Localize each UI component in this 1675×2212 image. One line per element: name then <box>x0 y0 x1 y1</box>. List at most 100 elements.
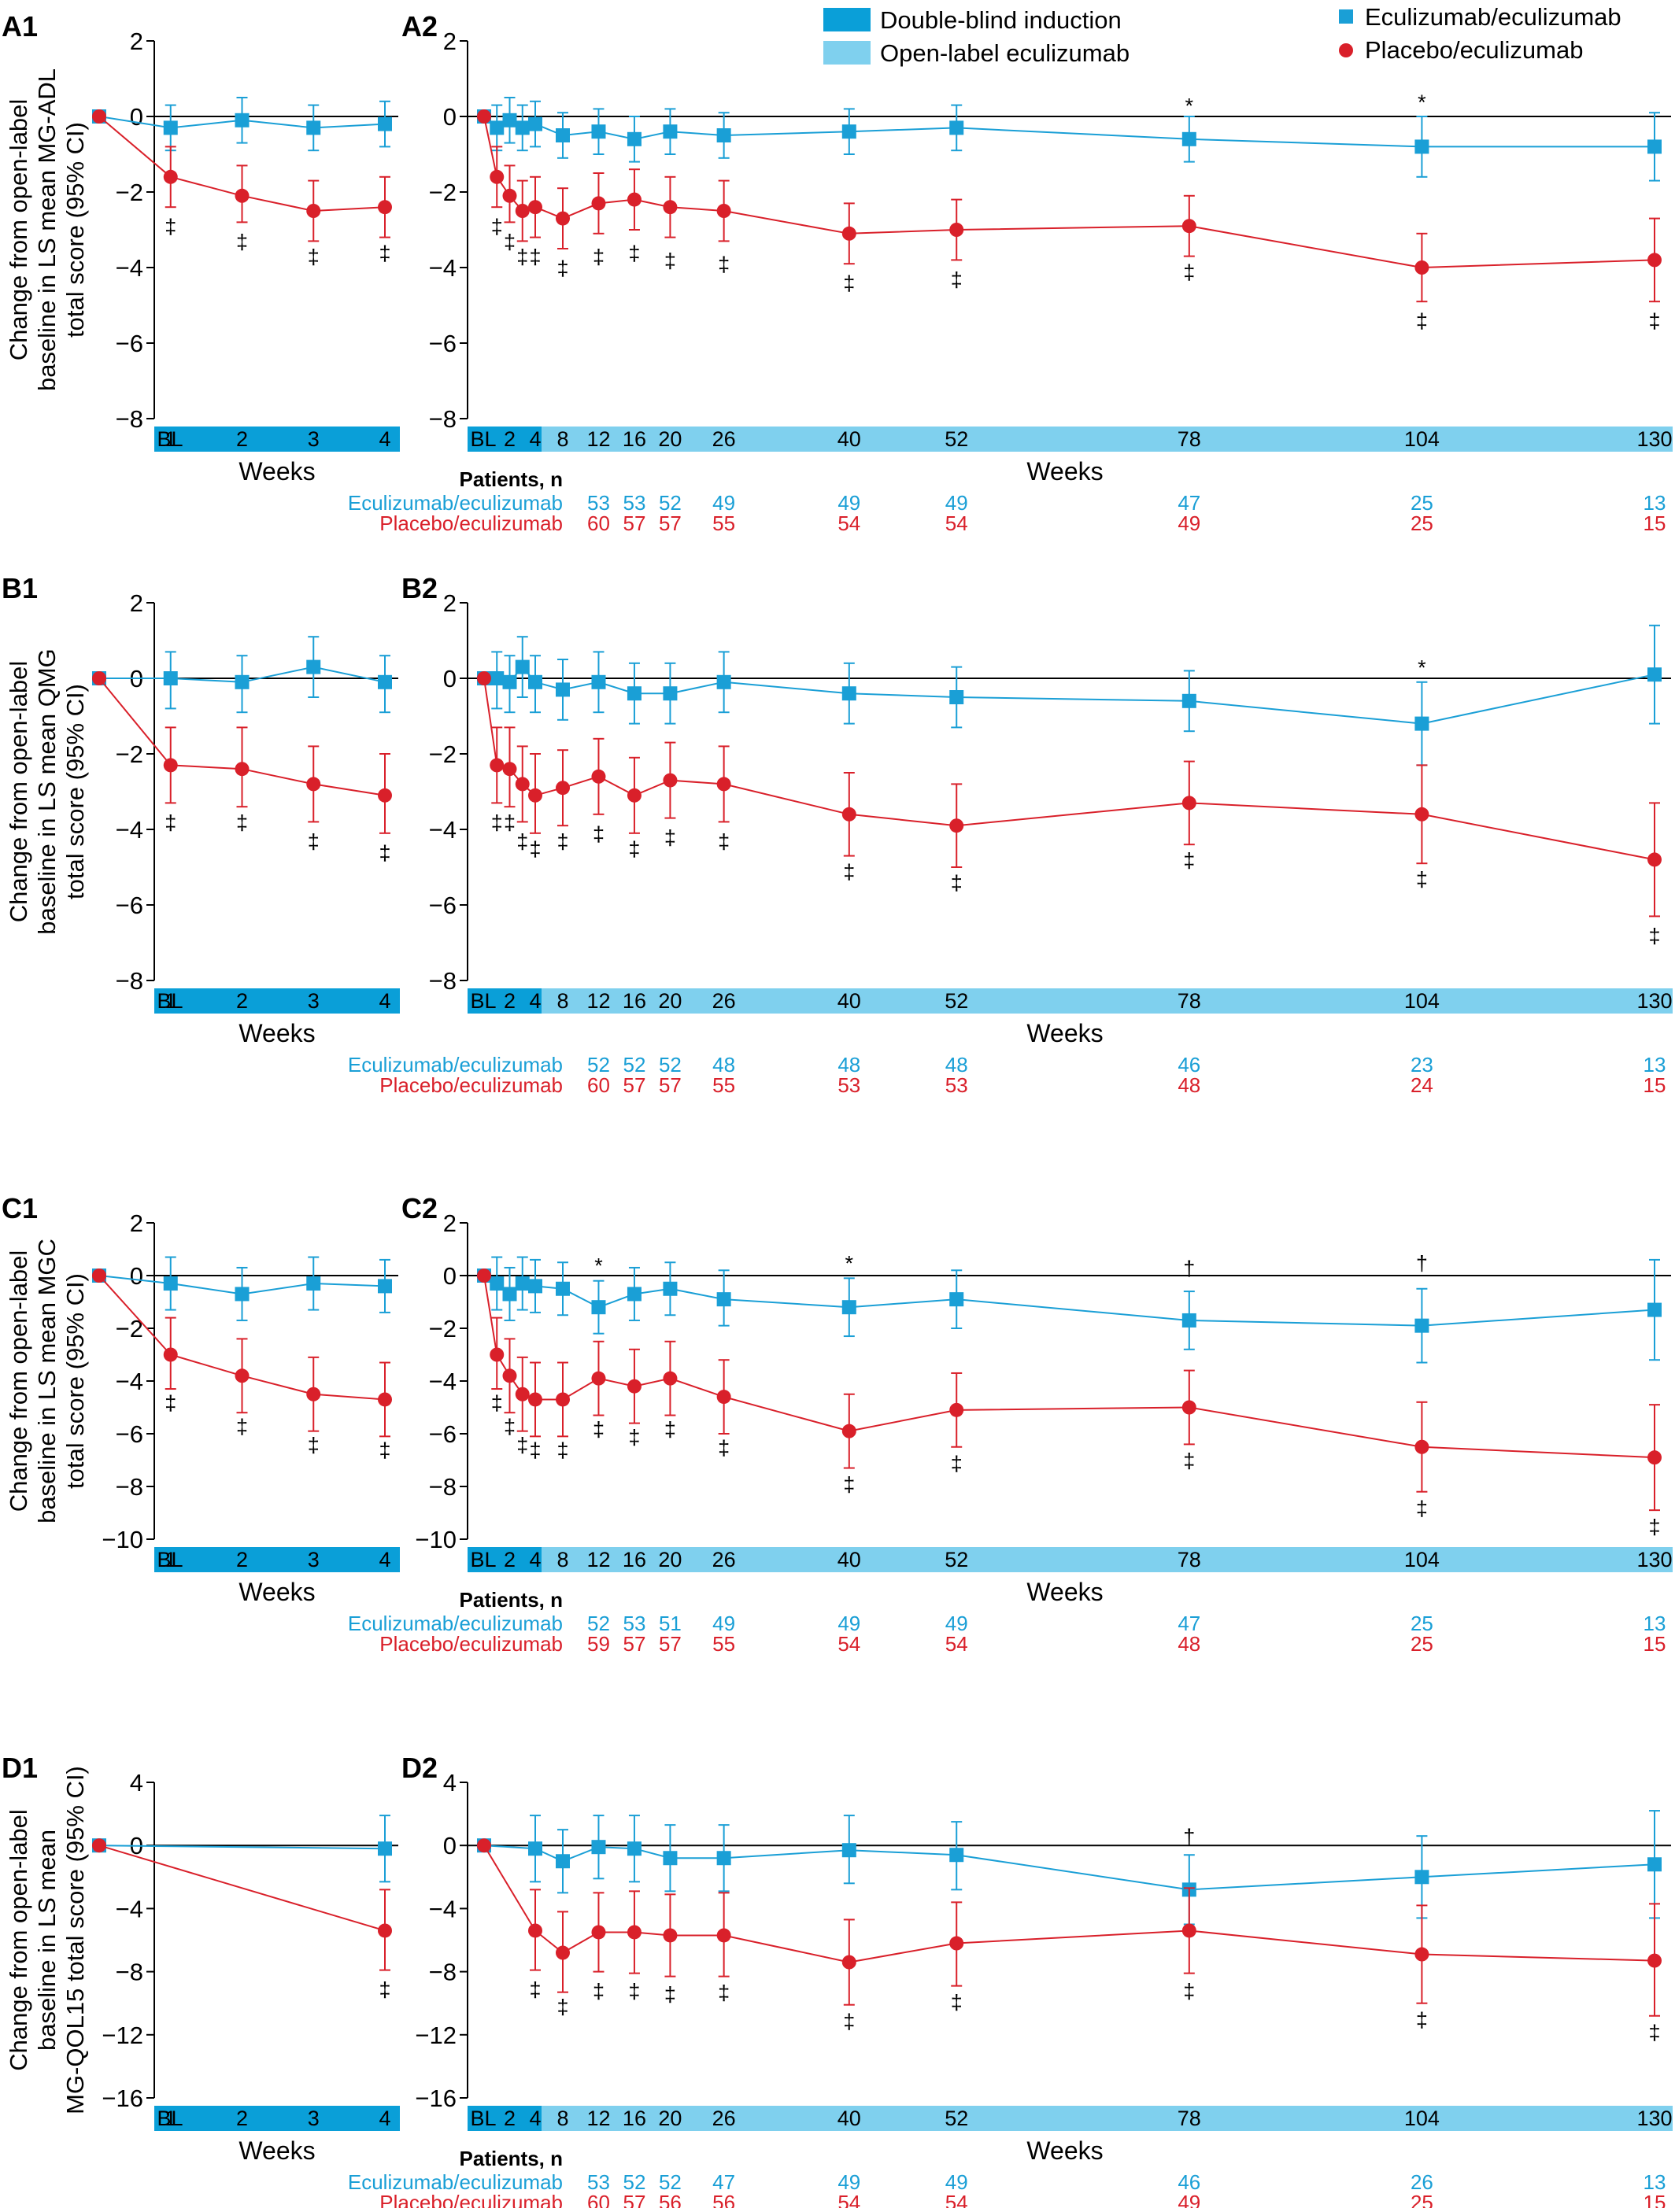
data-point <box>515 120 530 135</box>
panel-B2: B2 20−2−4−6−8BL 2 4 8 12 16 20 26 40 52 78 104 130Wee… <box>401 572 1673 1047</box>
series-line <box>483 678 1655 861</box>
y-tick-label: −4 <box>429 254 457 282</box>
x-tick-label: 2 <box>504 989 516 1013</box>
significance-mark: ‡ <box>491 811 503 834</box>
patients-n-pbo: 57 <box>659 1073 682 1097</box>
data-point <box>1414 1870 1429 1885</box>
significance-mark: ‡ <box>556 829 568 853</box>
data-point <box>1414 807 1429 822</box>
x-tick-label: 2 <box>236 989 248 1013</box>
data-point <box>515 659 530 674</box>
x-tick-label: 4 <box>529 427 541 451</box>
patients-n-ecu: 49 <box>838 491 860 515</box>
patients-n-pbo: 60 <box>587 2191 610 2208</box>
data-point <box>1647 1953 1662 1968</box>
data-point <box>235 762 250 777</box>
significance-mark: ‡ <box>593 1417 605 1441</box>
significance-mark: ‡ <box>165 811 176 834</box>
y-tick-label: 2 <box>443 1209 457 1237</box>
x-tick-label: 40 <box>838 2107 861 2130</box>
data-point <box>163 758 178 773</box>
patients-n-ecu: 26 <box>1411 2170 1433 2194</box>
data-point <box>591 124 606 139</box>
data-point <box>1647 1302 1662 1317</box>
significance-mark: ‡ <box>379 841 390 865</box>
x-tick-label: 2 <box>504 2107 516 2130</box>
data-point <box>1181 1400 1196 1415</box>
y-tick-label: 2 <box>443 28 457 55</box>
patients-n-ecu: 52 <box>587 1612 610 1635</box>
data-point <box>163 671 178 685</box>
x-tick-label: 8 <box>556 2107 568 2130</box>
x-tick-label: 4 <box>379 427 390 451</box>
significance-mark: ‡ <box>491 215 503 238</box>
data-point <box>627 788 642 803</box>
data-point <box>1181 1923 1196 1938</box>
x-tick-label: 52 <box>945 989 968 1013</box>
data-point <box>627 131 642 146</box>
significance-mark: ‡ <box>1416 309 1428 333</box>
y-tick-label: −10 <box>415 1526 457 1553</box>
significance-mark: ‡ <box>165 1391 176 1415</box>
patients-header: Patients, n <box>460 2147 563 2170</box>
strip-induction <box>468 2106 542 2131</box>
data-point <box>502 1287 517 1302</box>
data-point <box>306 659 321 674</box>
patients-n-pbo: 60 <box>587 1073 610 1097</box>
data-point <box>663 124 678 139</box>
data-point <box>92 671 106 685</box>
data-point <box>1414 260 1429 275</box>
significance-mark: ‡ <box>236 230 248 253</box>
data-point <box>306 120 321 135</box>
x-tick-label: 26 <box>712 1548 736 1571</box>
x-tick-label: 1 <box>165 2107 176 2130</box>
x-tick-label: BL <box>157 1548 183 1571</box>
data-point <box>235 1368 250 1383</box>
data-point <box>841 226 856 241</box>
data-point <box>841 807 856 822</box>
x-tick-label: 4 <box>529 989 541 1013</box>
patients-n-ecu: 53 <box>623 491 645 515</box>
data-point <box>627 1379 642 1394</box>
data-point <box>477 1268 491 1283</box>
y-tick-label: 0 <box>443 103 457 131</box>
data-point <box>556 1945 570 1960</box>
data-point <box>502 188 517 203</box>
significance-mark: ‡ <box>504 1415 516 1438</box>
x-tick-label: 4 <box>379 1548 390 1571</box>
patients-n-pbo: 25 <box>1411 2191 1433 2208</box>
chart-row-B: Change from open-label baseline in LS mea… <box>2 572 1673 1097</box>
patients-n-pbo: 54 <box>945 1632 968 1656</box>
data-point <box>556 211 570 226</box>
patients-n-pbo: 57 <box>623 1632 645 1656</box>
x-tick-label: 3 <box>308 1548 320 1571</box>
y-axis-title-line: Change from open-label <box>5 1809 32 2071</box>
data-point <box>477 671 491 685</box>
x-tick-label: 130 <box>1636 2107 1672 2130</box>
patients-n-pbo: 54 <box>838 2191 860 2208</box>
x-tick-label: 20 <box>658 427 682 451</box>
significance-mark: ‡ <box>718 1981 730 2005</box>
patients-n-pbo: 57 <box>623 1073 645 1097</box>
series-pbo <box>477 109 1662 303</box>
x-tick-label: 12 <box>586 989 610 1013</box>
panel-A1: A1 2 0 −2 −4 −6 −8 BL1 2 3 4 Weeks ‡ ‡ ‡ ‡ <box>2 10 400 486</box>
data-point <box>235 674 250 689</box>
data-point <box>528 788 542 803</box>
series-ecu <box>477 624 1662 766</box>
y-axis-title-line: Change from open-label <box>5 99 32 361</box>
x-tick-label: 2 <box>236 1548 248 1571</box>
data-point <box>235 188 250 203</box>
series-line <box>483 116 1655 148</box>
data-point <box>528 116 542 131</box>
significance-mark: ‡ <box>1183 848 1195 872</box>
data-point <box>716 674 731 689</box>
significance-mark: ‡ <box>379 1978 390 2002</box>
data-point <box>627 192 642 207</box>
patients-n-pbo: 15 <box>1644 511 1666 535</box>
y-tick-label: −2 <box>429 179 457 206</box>
patients-series-pbo: Placebo/eculizumab <box>379 1632 563 1656</box>
data-point <box>1414 1947 1429 1962</box>
patients-n-ecu: 53 <box>587 2170 610 2194</box>
